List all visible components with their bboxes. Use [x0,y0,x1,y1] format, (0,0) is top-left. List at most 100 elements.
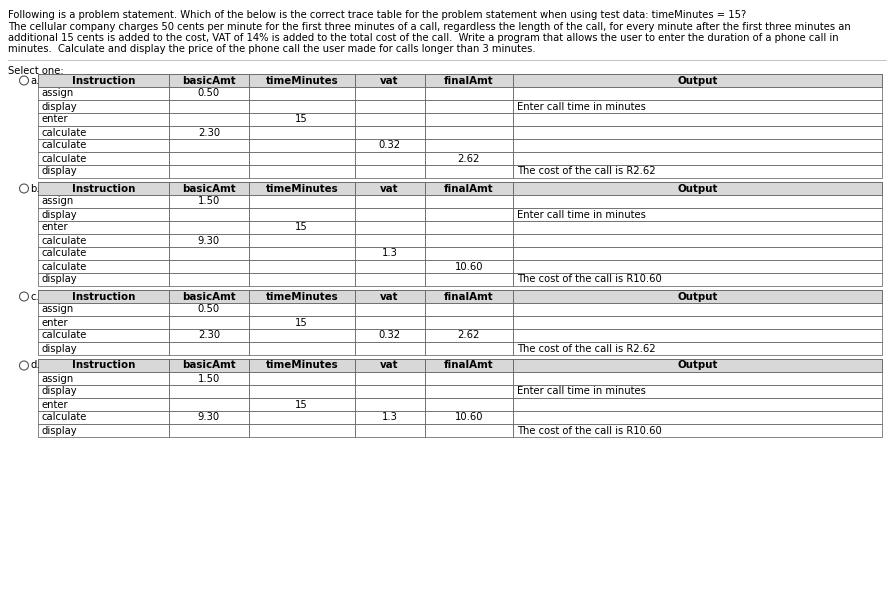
Bar [425,139,513,152]
Bar [169,411,249,424]
Bar [169,303,249,316]
Text: 1.3: 1.3 [382,413,398,423]
Bar [513,208,882,221]
Bar [513,152,882,165]
Bar [513,165,882,178]
Text: The cost of the call is R10.60: The cost of the call is R10.60 [517,274,662,285]
Text: 1.50: 1.50 [198,197,220,207]
Bar [355,303,425,316]
Bar [249,165,355,178]
Text: vat: vat [380,292,399,301]
Bar [38,385,169,398]
Text: calculate: calculate [41,140,87,151]
Text: Instruction: Instruction [72,360,135,370]
Bar [38,208,169,221]
Text: Enter call time in minutes: Enter call time in minutes [517,101,646,111]
Bar [169,87,249,100]
Bar [38,113,169,126]
Bar [425,385,513,398]
Text: Output: Output [678,360,718,370]
Bar [513,247,882,260]
Bar [38,316,169,329]
Bar [425,359,513,372]
Bar [38,182,169,195]
Text: a.: a. [30,76,40,85]
Text: display: display [41,210,77,220]
Bar [169,424,249,437]
Bar [425,372,513,385]
Text: finalAmt: finalAmt [444,360,493,370]
Bar [38,359,882,372]
Text: display: display [41,386,77,397]
Text: Instruction: Instruction [72,183,135,194]
Bar [355,87,425,100]
Bar [38,182,882,195]
Bar [249,113,355,126]
Text: enter: enter [41,223,68,232]
Bar [38,247,169,260]
Bar [249,87,355,100]
Bar [355,208,425,221]
Bar [249,385,355,398]
Bar [169,372,249,385]
Bar [249,411,355,424]
Bar [169,74,249,87]
Bar [355,165,425,178]
Text: enter: enter [41,317,68,328]
Bar [513,359,882,372]
Bar [425,303,513,316]
Text: 2.30: 2.30 [198,127,220,138]
Bar [513,260,882,273]
Bar [355,290,425,303]
Text: 2.62: 2.62 [458,330,480,341]
Bar [355,195,425,208]
Bar [355,372,425,385]
Bar [38,342,169,355]
Bar [425,424,513,437]
Bar [38,221,169,234]
Bar [425,342,513,355]
Bar [425,221,513,234]
Bar [38,273,169,286]
Bar [513,398,882,411]
Bar [169,165,249,178]
Text: Enter call time in minutes: Enter call time in minutes [517,210,646,220]
Text: 0.32: 0.32 [378,140,401,151]
Bar [38,74,882,87]
Bar [169,290,249,303]
Bar [513,290,882,303]
Bar [169,234,249,247]
Bar [249,195,355,208]
Bar [425,260,513,273]
Text: 1.50: 1.50 [198,373,220,384]
Text: 0.50: 0.50 [198,89,220,98]
Bar [425,113,513,126]
Text: The cost of the call is R10.60: The cost of the call is R10.60 [517,426,662,435]
Text: 10.60: 10.60 [455,413,483,423]
Bar [38,234,169,247]
Bar [38,260,169,273]
Bar [169,139,249,152]
Bar [169,398,249,411]
Bar [355,329,425,342]
Bar [169,385,249,398]
Text: minutes.  Calculate and display the price of the phone call the user made for ca: minutes. Calculate and display the price… [8,44,536,55]
Text: 15: 15 [295,223,308,232]
Bar [38,372,169,385]
Text: enter: enter [41,114,68,124]
Bar [169,100,249,113]
Bar [513,424,882,437]
Bar [355,316,425,329]
Bar [249,303,355,316]
Bar [355,113,425,126]
Text: Output: Output [678,292,718,301]
Text: calculate: calculate [41,127,87,138]
Text: finalAmt: finalAmt [444,292,493,301]
Text: vat: vat [380,183,399,194]
Bar [425,411,513,424]
Bar [355,385,425,398]
Bar [425,152,513,165]
Text: 15: 15 [295,317,308,328]
Bar [513,87,882,100]
Bar [249,359,355,372]
